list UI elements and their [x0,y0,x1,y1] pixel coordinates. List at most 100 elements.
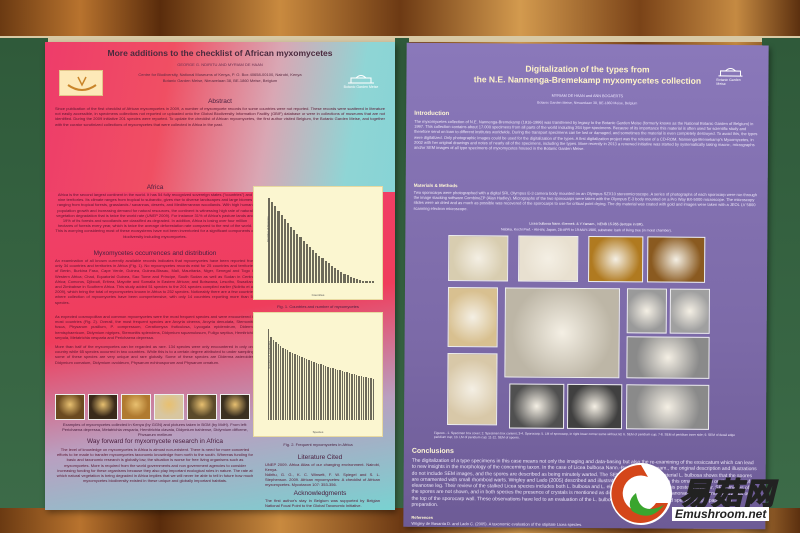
abstract-heading: Abstract [208,98,232,105]
botanic-garden-meise-logo: Botanic Garden Meise [339,74,383,96]
acknowledgments-text: The first author's stay in Belgium was s… [265,498,380,508]
chart-bar [274,206,277,283]
figure-1-bars [268,193,374,283]
chart-bar [294,354,296,420]
chart-bar [289,226,293,283]
chart-bar [286,222,289,283]
chart-bar [346,275,349,283]
figure-1-chart: Number of Species Countries [253,186,383,300]
chart-bar [325,365,327,420]
chart-bar [310,361,313,420]
chart-bar [282,347,284,420]
chart-bar [365,377,367,420]
chart-bar [284,349,286,420]
chart-bar [270,336,272,420]
chart-bar [349,276,352,283]
chart-bar [311,250,315,283]
chart-bar [334,368,336,420]
chart-bar [272,339,275,420]
literature-2: Ndiritu, G. G., K. C. Winsett, F. W. Spi… [265,472,380,488]
poster-african-myxomycetes: Botanic Garden Meise More additions to t… [45,42,395,510]
chart-bar [371,281,374,283]
poster-title-line-2: the N.E. Nannenga-Bremekamp myxomycetes … [473,74,702,86]
chart-bar [352,278,355,283]
affiliation-2: Botanic Garden Meise, Nieuwelaan 38, BE-… [162,78,278,83]
chart-bar [289,351,291,420]
green-board-left [0,38,48,508]
chart-bar [279,345,282,420]
chart-bar [277,210,280,283]
chart-bar [306,359,308,420]
chart-bar [280,214,283,283]
poster-title: More additions to the checklist of Afric… [107,48,333,58]
chart-bar [317,363,320,420]
chart-bar [275,342,277,420]
chart-bar [313,361,315,420]
photos-caption: Examples of myxomycetes collected in Ken… [62,422,248,436]
methods-heading: Materials & Methods [413,182,458,189]
chart-bar [329,367,332,420]
figure-1-ylabel: Number of Species [265,216,270,242]
chart-bar [330,265,333,283]
specimen-photo [626,336,710,379]
figure-1-xlabel: Countries [311,293,325,297]
specimen-photo [669,288,710,334]
acknowledgments-heading: Acknowledgments [293,490,347,497]
literature-heading: Literature Cited [297,454,343,461]
chart-bar [308,247,311,283]
africa-text: Africa is the second largest continent i… [55,192,255,239]
chart-bar [362,281,365,283]
specimen-photo-grid [407,43,769,46]
chart-bar [293,230,296,283]
chart-bar [327,263,330,283]
chart-bar [283,218,286,283]
chart-bar [287,350,289,420]
chart-bar [324,261,327,283]
myxomycete-photo [154,394,184,420]
chart-bar [367,377,370,420]
chart-bar [332,368,334,420]
poster-affiliation: Botanic Garden Meise, Nieuwelaan 38, BE-… [537,100,638,106]
chart-bar [346,372,348,420]
references-heading: References [411,514,433,520]
chart-bar [303,358,305,420]
chart-bar [327,366,329,420]
emushroom-swirl-icon [610,463,672,525]
chart-bar [268,197,271,283]
chart-bar [365,281,368,283]
specimen-photo [448,235,509,282]
way-forward-text: The level of knowledge on myxomycetes in… [56,447,254,484]
chart-bar [360,376,362,420]
myxomycete-photo [187,394,217,420]
specimen-photo [626,288,667,334]
chart-bar [299,237,302,283]
chart-bar [340,271,343,283]
specimen-label-2: Nabika, Kochi Pref. - Aki-shi, Japan, 28… [500,227,672,233]
chart-bar [372,379,374,420]
chart-bar [320,364,322,420]
africa-heading: Africa [146,184,164,191]
chart-bar [271,201,274,283]
chart-bar [339,370,341,420]
figure-2-ylabel: Number of Countries [266,341,271,369]
chart-bar [337,269,340,283]
chart-bar [341,371,343,420]
occurrences-text-2: As expected cosmopolitan and common myxo… [55,314,255,340]
way-forward-heading: Way forward for myxomycete research in A… [87,438,223,445]
chart-bar [368,281,371,283]
chart-bar [359,280,362,283]
myxomycete-photo [220,394,250,420]
chart-bar [291,352,294,420]
logo-text: Botanic Garden Meise [716,77,741,86]
chart-bar [268,329,270,420]
chart-bar [333,267,337,283]
chart-bar [344,371,346,420]
occurrences-text-3: More than half of the myxomycetes can be… [55,344,255,365]
specimen-photo [647,236,706,283]
chart-bar [336,369,339,420]
introduction-text: The myxomycetes collection of N.E. Nanne… [413,118,758,152]
methods-text: Two sporocarps were photographed with a … [413,189,758,211]
chart-bar [296,355,298,420]
chart-bar [363,376,365,420]
chart-bar [296,233,299,283]
